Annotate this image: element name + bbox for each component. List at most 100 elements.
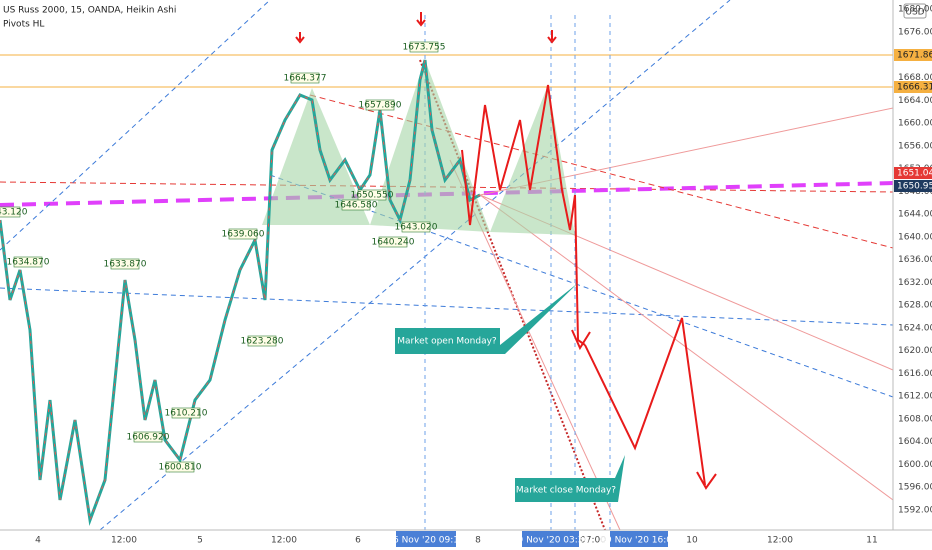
time-highlight-label: 09 Nov '20 16:00 <box>600 536 678 546</box>
time-label: 6 <box>355 536 361 546</box>
pivot-box <box>378 236 408 248</box>
time-label: 8 <box>475 536 481 546</box>
pattern <box>370 60 490 232</box>
dynamic: 1680.0001676.0001672.0001668.0001664.000… <box>0 5 932 547</box>
pivot-label: 1646.580 <box>335 201 378 211</box>
pivot-label: 1640.240 <box>372 238 415 248</box>
arrow-head <box>696 471 717 490</box>
pivot-label: 1600.810 <box>159 463 202 473</box>
projection <box>461 84 586 346</box>
price-tick-label: 1644.000 <box>898 210 932 220</box>
drawings <box>0 0 894 531</box>
callout-box <box>515 455 625 502</box>
pivot-label: 1673.755 <box>403 43 446 53</box>
pivot-box <box>0 206 21 218</box>
pivot-box <box>13 256 43 268</box>
trend-line <box>0 0 271 251</box>
trend-line <box>99 0 731 531</box>
time-label: 10 <box>686 536 698 546</box>
price-tick-label: 1600.000 <box>898 460 932 470</box>
price-tag <box>894 180 932 192</box>
pivot-box <box>401 221 431 233</box>
time-highlight-label: 09 Nov '20 03:30 <box>512 536 590 546</box>
price-tag <box>894 49 932 61</box>
trend-line <box>0 287 894 326</box>
price-tick-label: 1668.000 <box>898 73 932 83</box>
pivot-box <box>365 99 395 111</box>
pivot-box <box>357 189 387 201</box>
time-highlight <box>396 531 456 547</box>
trend-line <box>269 174 894 398</box>
chart-title: US Russ 2000, 15, OANDA, Heikin Ashi <box>3 6 176 16</box>
price-tick-label: 1620.000 <box>898 346 932 356</box>
pivot-label: 1623.280 <box>241 337 284 347</box>
time-label: 11 <box>866 536 877 546</box>
price-path <box>0 59 481 522</box>
indicator-label: Pivots HL <box>3 20 44 30</box>
time-label: 12:00 <box>767 536 793 546</box>
projection <box>584 317 706 486</box>
marker-arrow <box>295 12 557 44</box>
price-tick-label: 1596.000 <box>898 483 932 493</box>
time-axis <box>0 530 932 550</box>
price-tag <box>894 167 932 179</box>
pivot-box <box>290 72 320 84</box>
time-highlight <box>610 531 668 547</box>
time-highlight <box>522 531 579 547</box>
pivot-label: 1634.870 <box>7 258 50 268</box>
price-tag-label: 1651.040 <box>897 169 932 179</box>
currency-box[interactable] <box>903 3 927 19</box>
callout-box <box>395 283 578 354</box>
pattern <box>262 88 370 225</box>
price-tick-label: 1632.000 <box>898 278 932 288</box>
price-tick-label: 1636.000 <box>898 255 932 265</box>
pivot-label: 1606.920 <box>127 433 170 443</box>
price-tag <box>894 81 932 93</box>
pivot-box <box>409 41 439 53</box>
price-tick-label: 1608.000 <box>898 414 932 424</box>
pivot-label: 1650.550 <box>351 191 394 201</box>
time-label: 5 <box>197 536 203 546</box>
price-tick-label: 1612.000 <box>898 392 932 402</box>
pivot-box <box>171 407 201 419</box>
pivot-box <box>228 228 258 240</box>
pivot-box <box>110 258 140 270</box>
price-tag-label: 1650.955 <box>897 182 932 192</box>
callout-text: Market close Monday? <box>516 486 616 496</box>
level-line <box>0 181 894 193</box>
price-tag-label: 1666.318 <box>897 83 932 93</box>
pivot-box <box>341 199 371 211</box>
time-label: 07:00 <box>580 536 606 546</box>
pivot-box <box>165 461 195 473</box>
arrow-head <box>571 329 591 351</box>
pivot-label: 1643.120 <box>0 208 28 218</box>
pivot-label: 1664.377 <box>284 74 327 84</box>
pivot-label: 1639.060 <box>222 230 265 240</box>
time-label: 4 <box>35 536 41 546</box>
price-tick-label: 1604.000 <box>898 437 932 447</box>
price-tick-label: 1624.000 <box>898 323 932 333</box>
pivot-label: 1610.210 <box>165 409 208 419</box>
price-tick-label: 1628.000 <box>898 301 932 311</box>
price-tag-label: 1671.866 <box>897 51 932 61</box>
pivot-label: 1643.020 <box>395 223 438 233</box>
price-tick-label: 1616.000 <box>898 369 932 379</box>
time-highlight-label: 06 Nov '20 09:15 <box>387 536 464 546</box>
time-label: 12:00 <box>111 536 137 546</box>
price-tick-label: 1640.000 <box>898 232 932 242</box>
price-tick-label: 1592.000 <box>898 505 932 515</box>
callout-text: Market open Monday? <box>397 337 497 347</box>
pivot-label: 1633.870 <box>104 260 147 270</box>
pivot-box <box>133 431 163 443</box>
price-tick-label: 1664.000 <box>898 96 932 106</box>
price-tick-label: 1656.000 <box>898 141 932 151</box>
pivot-box <box>247 335 277 347</box>
price-tick-label: 1660.000 <box>898 119 932 129</box>
time-label: 12:00 <box>271 536 297 546</box>
price-tick-label: 1676.000 <box>898 28 932 38</box>
price-tick-label: 1680.000 <box>898 5 932 15</box>
currency[interactable]: USD <box>905 8 924 18</box>
pivot-label: 1657.890 <box>359 101 402 111</box>
